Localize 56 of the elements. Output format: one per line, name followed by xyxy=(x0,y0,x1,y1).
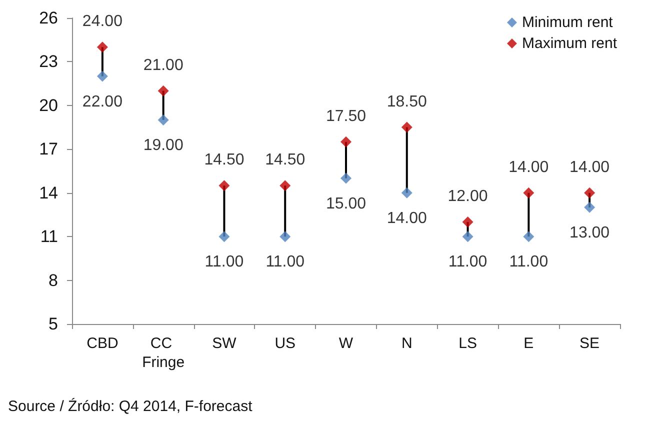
data-label: 12.00 xyxy=(448,188,488,205)
point xyxy=(523,187,534,198)
data-label: 24.00 xyxy=(82,13,123,30)
point xyxy=(584,202,596,213)
data-label: 17.50 xyxy=(326,108,366,125)
point xyxy=(340,172,352,184)
point xyxy=(280,180,291,192)
legend-label: Minimum rent xyxy=(522,14,614,31)
data-label: 19.00 xyxy=(143,137,184,154)
x-tick-label: N xyxy=(401,335,412,352)
point xyxy=(462,216,474,228)
data-label: 22.00 xyxy=(82,93,123,110)
y-tick-label: 5 xyxy=(48,314,58,334)
point xyxy=(96,70,108,82)
data-label: 13.00 xyxy=(570,224,610,242)
data-label: 11.00 xyxy=(448,254,488,271)
data-label: 18.50 xyxy=(386,93,428,110)
point xyxy=(218,231,230,242)
point xyxy=(340,136,352,148)
x-tick-label: LS xyxy=(458,335,477,352)
data-label: 21.00 xyxy=(143,56,184,74)
point xyxy=(96,42,108,53)
x-tick-label: E xyxy=(524,335,534,352)
data-label: 15.00 xyxy=(326,195,366,212)
point xyxy=(218,180,230,192)
y-tick-label: 26 xyxy=(39,8,58,28)
point xyxy=(401,187,412,198)
legend-label: Maximum rent xyxy=(522,35,618,52)
y-tick-label: 14 xyxy=(39,183,58,202)
data-label: 14.00 xyxy=(386,210,428,227)
y-tick-label: 20 xyxy=(39,96,58,115)
data-label: 11.00 xyxy=(204,254,244,271)
data-label: 14.00 xyxy=(508,158,549,176)
x-tick-label: W xyxy=(338,335,354,352)
y-tick-label: 8 xyxy=(48,270,58,290)
point xyxy=(401,122,412,133)
x-tick-label: CC Fringe xyxy=(142,335,185,371)
y-tick-label: 17 xyxy=(39,140,58,159)
point xyxy=(158,114,169,126)
point xyxy=(523,231,534,242)
y-tick-label: 23 xyxy=(39,52,58,72)
source-note: Source / Źródło: Q4 2014, F-forecast xyxy=(8,397,254,415)
x-tick-label: SW xyxy=(212,335,238,352)
data-label: 11.00 xyxy=(509,254,548,271)
point xyxy=(280,231,291,242)
point xyxy=(462,231,474,242)
point xyxy=(584,187,596,198)
x-tick-label: US xyxy=(274,335,296,352)
x-tick-label: CBD xyxy=(86,335,118,352)
x-tick-label: SE xyxy=(580,335,600,352)
data-label: 14.50 xyxy=(265,152,306,169)
y-tick-label: 11 xyxy=(40,227,58,246)
data-label: 14.00 xyxy=(570,158,610,176)
data-label: 14.50 xyxy=(204,152,244,169)
data-label: 11.00 xyxy=(266,254,305,271)
point xyxy=(158,85,169,96)
